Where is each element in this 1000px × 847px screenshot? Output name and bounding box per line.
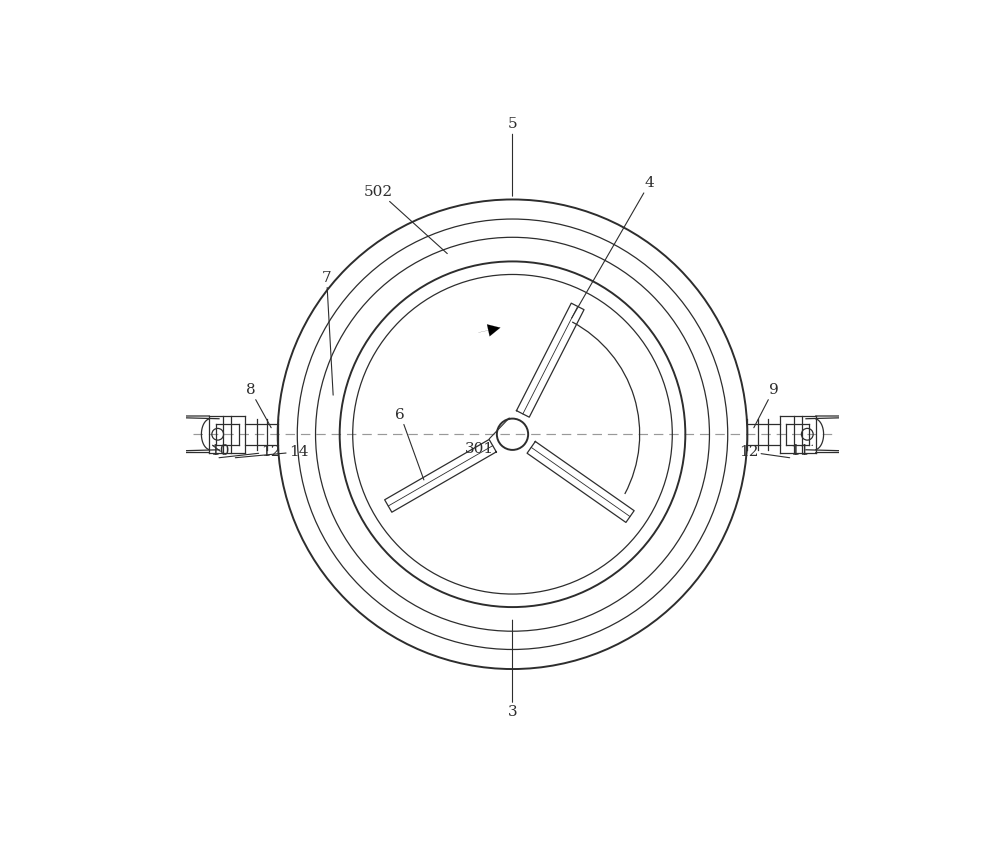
Text: 502: 502	[364, 185, 447, 253]
Text: 301: 301	[465, 418, 509, 456]
Text: 4: 4	[572, 176, 654, 318]
Text: 7: 7	[322, 271, 333, 395]
Text: 9: 9	[754, 383, 778, 428]
Text: 11: 11	[790, 444, 813, 458]
Text: 12: 12	[219, 445, 281, 459]
Text: 5: 5	[508, 118, 517, 197]
Text: 12: 12	[739, 445, 790, 459]
Text: 6: 6	[395, 407, 424, 480]
Text: 10: 10	[211, 444, 230, 458]
Text: 14: 14	[235, 445, 308, 459]
Text: 8: 8	[246, 383, 271, 428]
Text: 3: 3	[508, 620, 517, 719]
